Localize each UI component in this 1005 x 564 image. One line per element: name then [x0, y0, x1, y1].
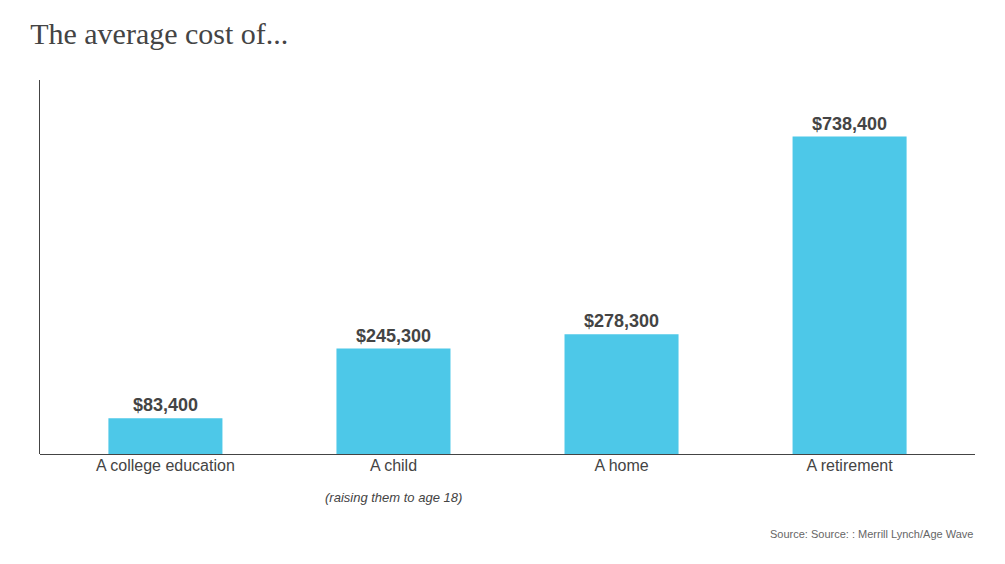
svg-text:A retirement: A retirement	[806, 457, 893, 474]
svg-text:The average cost of...: The average cost of...	[30, 17, 288, 50]
svg-text:A home: A home	[594, 457, 648, 474]
svg-text:A child: A child	[370, 457, 417, 474]
svg-text:$278,300: $278,300	[584, 311, 659, 331]
svg-text:$83,400: $83,400	[133, 395, 198, 415]
svg-text:$245,300: $245,300	[356, 326, 431, 346]
svg-text:Source: Source: : Merrill Lync: Source: Source: : Merrill Lynch/Age Wave	[770, 528, 973, 540]
svg-text:$738,400: $738,400	[812, 114, 887, 134]
svg-text:(raising them to age 18): (raising them to age 18)	[325, 490, 462, 505]
svg-text:A college education: A college education	[96, 457, 235, 474]
